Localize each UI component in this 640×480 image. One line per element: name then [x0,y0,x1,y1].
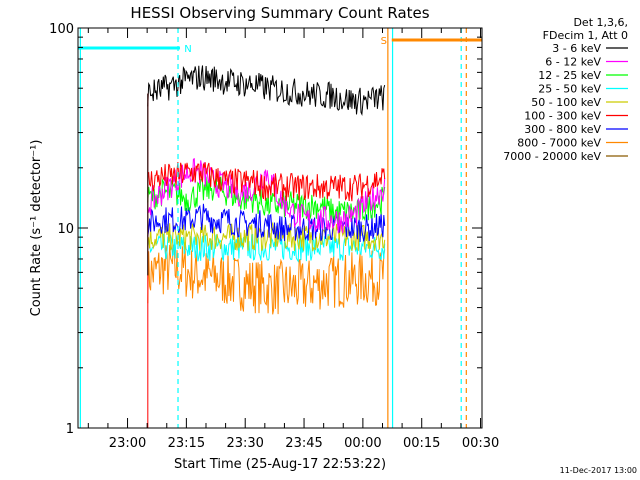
legend-header: Det 1,3,6, [573,16,628,29]
x-tick-label: 23:30 [226,436,263,451]
x-tick-label: 23:00 [109,436,146,451]
legend-label: 3 - 6 keV [552,42,601,55]
marker-label: S [381,36,387,47]
series-line [147,158,386,234]
legend-header: FDecim 1, Att 0 [543,29,628,42]
legend-label: 50 - 100 keV [531,96,601,109]
y-tick-label: 1 [66,422,74,437]
x-tick-label: 23:15 [168,436,205,451]
series-line [147,244,386,315]
series-line [147,221,386,252]
x-tick-label: 00:15 [403,436,440,451]
footer-date: 11-Dec-2017 13:00 [560,466,637,475]
series-line [147,175,386,224]
x-tick-label: 00:00 [344,436,381,451]
series-line [147,162,386,202]
chart-title: HESSI Observing Summary Count Rates [130,4,429,22]
legend-label: 800 - 7000 keV [517,137,601,150]
y-tick-label: 10 [57,222,74,237]
legend-label: 25 - 50 keV [538,83,601,96]
legend-label: 300 - 800 keV [524,123,601,136]
x-tick-label: 23:45 [285,436,322,451]
legend-label: 7000 - 20000 keV [503,150,601,163]
legend-label: 100 - 300 keV [524,110,601,123]
marker-label: N [184,44,191,55]
legend-label: 6 - 12 keV [545,56,601,69]
y-tick-label: 100 [49,22,74,37]
legend-label: 12 - 25 keV [538,69,601,82]
x-axis-label: Start Time (25-Aug-17 22:53:22) [174,457,386,472]
y-axis-label: Count Rate (s⁻¹ detector⁻¹) [29,140,44,317]
series-line [147,65,386,116]
x-tick-label: 00:30 [462,436,499,451]
